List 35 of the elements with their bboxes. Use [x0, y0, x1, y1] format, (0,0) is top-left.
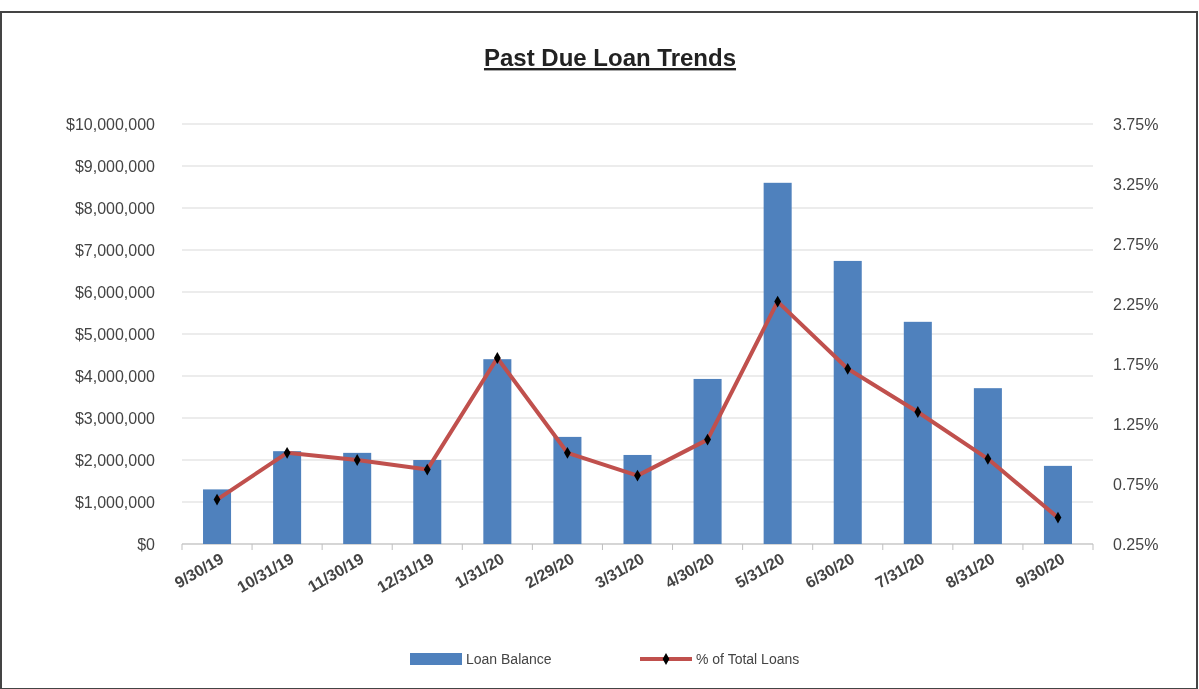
chart-title: Past Due Loan Trends: [483, 44, 737, 71]
y2-tick-label: 3.25%: [1113, 176, 1159, 193]
y2-tick-label: 1.25%: [1113, 416, 1159, 433]
bar: [763, 182, 792, 544]
bar: [623, 454, 652, 544]
y2-tick-label: 1.75%: [1113, 356, 1159, 373]
y2-tick-label: 0.25%: [1113, 536, 1159, 553]
y-tick-label: $6,000,000: [74, 284, 156, 301]
bar: [413, 460, 442, 544]
bar: [903, 321, 932, 544]
y-tick-label: $9,000,000: [74, 158, 156, 175]
bar: [833, 260, 862, 544]
bar: [1043, 465, 1072, 544]
y2-tick-label: 0.75%: [1113, 476, 1159, 493]
bar: [693, 378, 722, 544]
y-tick-label: $4,000,000: [74, 368, 156, 385]
y-tick-label: $0: [137, 536, 156, 553]
y-tick-label: $5,000,000: [74, 326, 156, 343]
y-tick-label: $10,000,000: [66, 116, 156, 133]
y2-tick-label: 3.75%: [1113, 116, 1159, 133]
legend-label: Loan Balance: [466, 651, 552, 667]
y2-tick-label: 2.25%: [1113, 296, 1159, 313]
bar: [483, 359, 512, 544]
bar: [553, 436, 582, 544]
y-tick-label: $1,000,000: [74, 494, 156, 511]
y2-tick-label: 2.75%: [1113, 236, 1159, 253]
bar: [273, 451, 302, 544]
bar: [343, 452, 372, 544]
legend-label: % of Total Loans: [696, 651, 800, 667]
y-tick-label: $3,000,000: [74, 410, 156, 427]
y-tick-label: $8,000,000: [74, 200, 156, 217]
y-tick-label: $2,000,000: [74, 452, 156, 469]
bar: [973, 388, 1002, 544]
bar: [203, 489, 232, 544]
y-tick-label: $7,000,000: [74, 242, 156, 259]
